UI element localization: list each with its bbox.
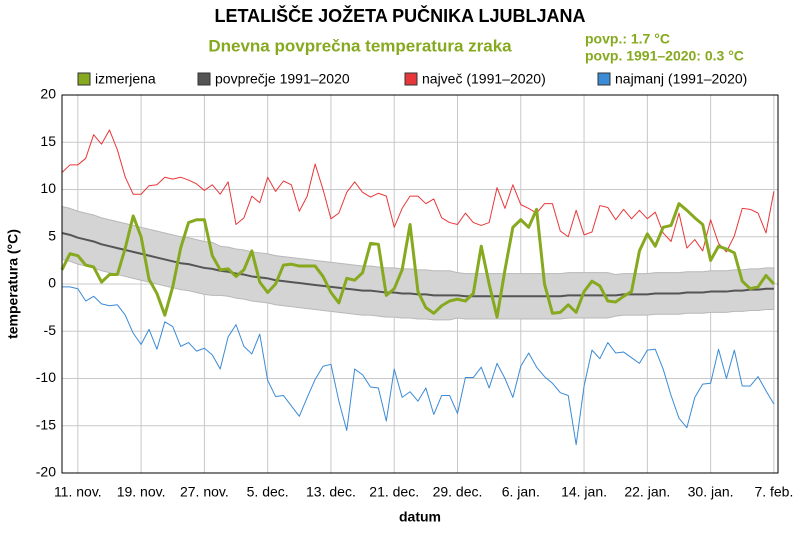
chart-subtitle: Dnevna povprečna temperatura zraka (208, 36, 512, 55)
band-area (61, 205, 775, 321)
y-tick-label: -10 (36, 369, 56, 385)
y-tick-label: 5 (48, 227, 56, 243)
annotation: povp.: 1.7 °C (585, 31, 670, 47)
x-tick-label: 11. nov. (54, 484, 102, 500)
x-tick-label: 14. jan. (561, 484, 607, 500)
legend-swatch (77, 72, 91, 86)
y-tick-label: 10 (40, 180, 56, 196)
series-line (60, 202, 775, 319)
x-tick-label: 29. dec. (433, 484, 483, 500)
x-tick-label: 7. feb. (754, 484, 793, 500)
legend-swatch (597, 72, 611, 86)
y-tick-label: -15 (36, 416, 56, 432)
y-tick-label: 20 (40, 86, 56, 102)
y-tick-label: 15 (40, 133, 56, 149)
x-axis-label: datum (399, 509, 441, 525)
legend-swatch (404, 72, 418, 86)
y-tick-label: -5 (44, 322, 57, 338)
series-line (62, 286, 775, 446)
x-tick-label: 13. dec. (306, 484, 356, 500)
y-tick-label: -20 (36, 464, 56, 480)
legend-label: največ (1991–2020) (422, 71, 546, 87)
x-tick-label: 22. jan. (624, 484, 670, 500)
chart-title: LETALIŠČE JOŽETA PUČNIKA LJUBLJANA (214, 5, 585, 26)
y-axis-label: temperatura (°C) (5, 229, 21, 339)
x-tick-label: 27. nov. (180, 484, 229, 500)
legend-swatch (197, 72, 211, 86)
plot-frame (61, 94, 779, 474)
x-tick-label: 30. jan. (688, 484, 734, 500)
x-tick-label: 6. jan. (502, 484, 540, 500)
y-tick-label: 0 (48, 275, 56, 291)
annotation: povp. 1991–2020: 0.3 °C (585, 48, 744, 64)
x-tick-label: 5. dec. (247, 484, 289, 500)
x-tick-label: 21. dec. (369, 484, 419, 500)
legend-label: izmerjena (95, 71, 156, 87)
legend-label: povprečje 1991–2020 (215, 71, 350, 87)
series-line (61, 129, 775, 253)
x-tick-label: 19. nov. (117, 484, 166, 500)
legend-label: najmanj (1991–2020) (615, 71, 747, 87)
